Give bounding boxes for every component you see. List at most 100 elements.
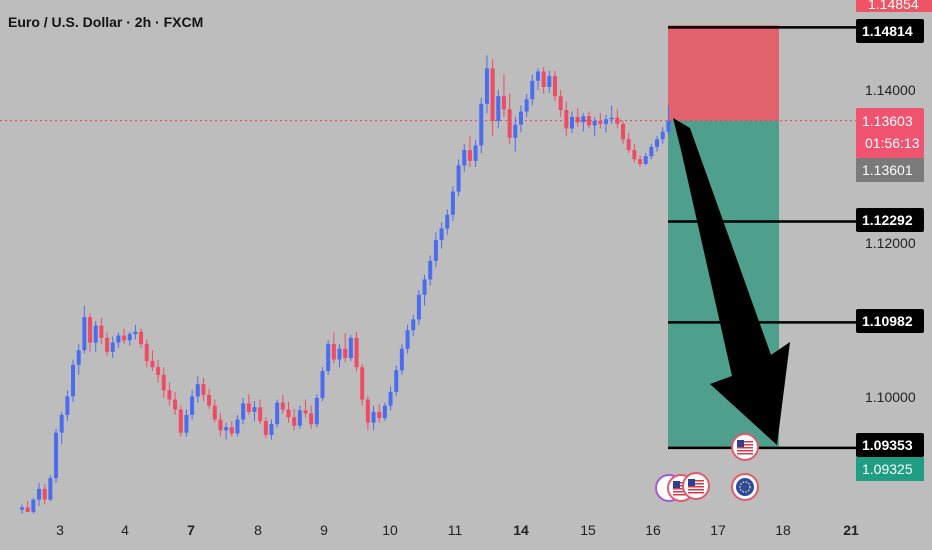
target-2-tag-bg [856, 309, 924, 333]
usd-flag-stripe [688, 483, 704, 485]
down-arrow-annotation [673, 118, 790, 445]
prev-close-tag-bg [856, 158, 924, 182]
target-2-tag: 1.10982 [862, 313, 913, 329]
bottom-tag: 1.09325 [862, 461, 913, 477]
bottom-tag-bg [856, 457, 924, 481]
candle-body [93, 325, 98, 343]
event-markers[interactable] [655, 433, 759, 502]
x-tick: 4 [121, 522, 129, 538]
candle-body [433, 240, 438, 261]
top-partial-tag: 1.14854 [868, 0, 919, 12]
stop-tag: 1.14814 [862, 23, 913, 39]
price-axis[interactable]: 1.14000 1.12000 1.10000 [865, 82, 916, 405]
current-price-tag-bg [856, 108, 924, 158]
candle-body [598, 120, 603, 124]
candle-body [59, 414, 64, 433]
candle-body [269, 424, 274, 435]
time-axis[interactable]: 3 4 7 8 9 10 11 14 15 16 17 18 21 [56, 522, 859, 538]
usd-flag-stripe [673, 485, 689, 487]
usd-flag-stripe [673, 491, 689, 493]
candle-body [388, 391, 393, 406]
candle-body [501, 96, 506, 110]
candle-body [280, 402, 285, 410]
candle-body [382, 405, 387, 419]
candle-body [416, 294, 421, 320]
candle-body [309, 413, 314, 425]
candle-body [167, 390, 172, 400]
candle-body [133, 331, 138, 335]
candle-body [144, 344, 149, 362]
candle-body [377, 411, 382, 419]
candle-body [524, 99, 529, 112]
candle-body [297, 410, 302, 426]
candle-body [37, 488, 42, 500]
candle-body [394, 370, 399, 392]
candle-body [371, 411, 376, 423]
stop-loss-zone [668, 25, 779, 121]
candle-body [569, 116, 574, 129]
usd-flag-stripe [737, 453, 753, 455]
candle-body [490, 68, 495, 121]
usd-flag-canton [673, 481, 680, 488]
candle-body [224, 427, 229, 431]
candle-body [212, 405, 217, 420]
candle-body [229, 427, 234, 434]
candle-body [343, 348, 348, 358]
candle-body [615, 117, 620, 124]
candle-body [286, 409, 291, 418]
candle-body [581, 116, 586, 123]
candle-body [518, 111, 523, 125]
y-tick: 1.12000 [865, 235, 916, 251]
candle-body [638, 159, 643, 164]
candle-body [649, 146, 654, 157]
candle-body [263, 421, 268, 435]
candle-body [235, 419, 240, 434]
candle-body [643, 156, 648, 164]
candle-body [110, 342, 115, 352]
candle-body [462, 150, 467, 166]
usd-flag-canton [688, 479, 695, 486]
x-tick: 15 [580, 522, 596, 538]
candle-body [292, 417, 297, 426]
usd-flag-stripe [737, 447, 753, 449]
x-tick: 14 [513, 522, 529, 538]
usd-flag-stripe [737, 441, 753, 443]
candles-group [20, 55, 671, 514]
usd-flag-stripe [673, 488, 689, 490]
candle-body [195, 384, 200, 397]
candle-body [558, 96, 563, 111]
candle-body [564, 110, 569, 129]
eur-flag-stars [739, 481, 751, 493]
usd-flag-stripe [737, 444, 753, 446]
candle-body [173, 399, 178, 410]
x-tick: 21 [843, 522, 859, 538]
target-3-tag-bg [856, 433, 924, 457]
candle-body [20, 507, 24, 510]
candle-body [76, 350, 81, 365]
candle-body [207, 394, 212, 406]
candle-body [422, 279, 427, 295]
candle-body [139, 331, 144, 345]
usd-flag-canton [737, 440, 744, 447]
price-tags: 1.14854 1.14814 1.13603 01:56:13 1.13601… [856, 0, 932, 481]
candle-body [150, 361, 155, 368]
usd-flag-stripe [737, 450, 753, 452]
target-3-tag: 1.09353 [862, 437, 913, 453]
candle-body [456, 165, 461, 192]
candle-body [337, 348, 342, 360]
x-tick: 3 [56, 522, 64, 538]
usd-flag-stripe [688, 489, 704, 491]
target-1-tag: 1.12292 [862, 212, 913, 228]
candle-body [473, 145, 478, 161]
candle-body [365, 399, 370, 423]
top-partial-tag-bg [856, 0, 932, 12]
candle-body [314, 398, 319, 425]
candle-body [241, 403, 246, 420]
x-tick: 11 [448, 522, 463, 538]
candle-body [105, 337, 110, 352]
candle-body [82, 317, 87, 351]
x-tick: 18 [775, 522, 791, 538]
candle-body [190, 396, 195, 415]
candle-body [428, 260, 433, 280]
